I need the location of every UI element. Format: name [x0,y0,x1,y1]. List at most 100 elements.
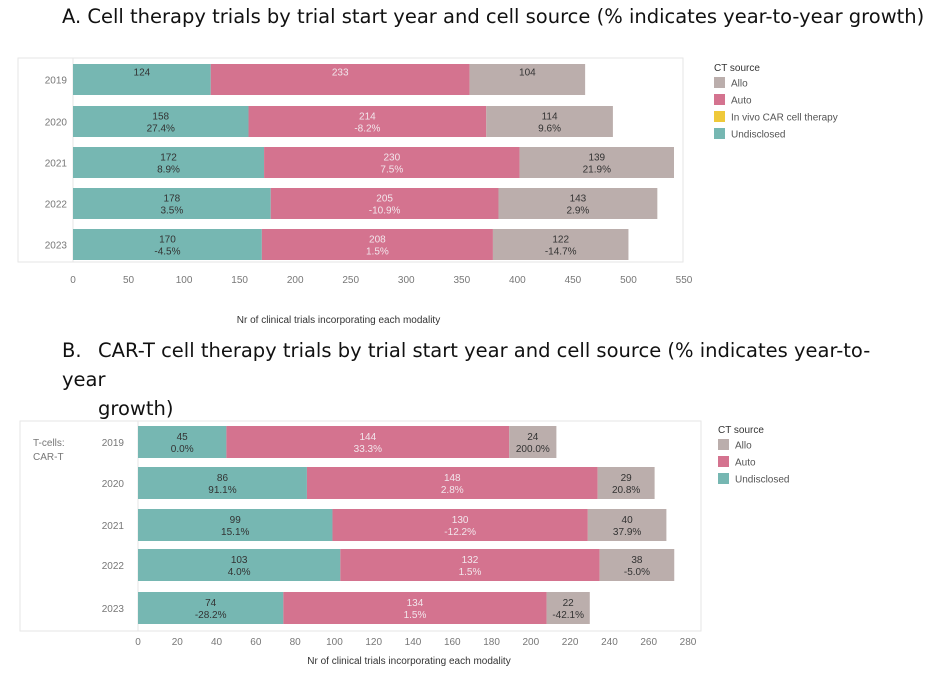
legend-label: Undisclosed [735,475,789,486]
x-tick-label: 150 [231,275,248,286]
legend-label: Auto [735,458,756,469]
bar-value-label: 170 [159,235,176,246]
x-tick-label: 350 [453,275,470,286]
bar-segment-auto [340,549,600,581]
x-tick-label: 40 [211,637,223,648]
bar-segment-undisclosed [73,188,271,219]
bar-segment-allo [492,229,629,260]
bar-value-label: 148 [444,473,461,484]
legend-swatch-allo [714,77,725,88]
year-label: 2020 [45,118,68,129]
bar-growth-label: 91.1% [208,485,236,496]
legend-title: CT source [714,63,760,74]
x-tick-label: 0 [135,637,141,648]
x-tick-label: 100 [176,275,193,286]
bar-growth-label: 3.5% [160,206,183,217]
x-tick-label: 180 [483,637,500,648]
bar-segment-auto [332,509,588,541]
plot-frame [19,420,702,632]
year-label: 2021 [102,521,125,532]
bar-segment-undisclosed [138,592,284,624]
x-tick-label: 100 [326,637,343,648]
bar-growth-label: 20.8% [612,485,640,496]
x-axis-title: Nr of clinical trials incorporating each… [307,656,510,667]
bar-segment-auto [248,106,487,137]
x-tick-label: 400 [509,275,526,286]
legend-label: Undisclosed [731,130,785,141]
x-tick-label: 50 [123,275,135,286]
bar-value-label: 45 [177,432,189,443]
bar-value-label: 158 [152,112,169,123]
bar-segment-allo [469,64,586,95]
bar-growth-label: 37.9% [613,527,641,538]
x-tick-label: 0 [70,275,76,286]
bar-segment-undisclosed [73,229,262,260]
year-label: 2023 [102,604,125,615]
bar-value-label: 144 [359,432,376,443]
bar-value-label: 130 [452,515,469,526]
bar-segment-allo [546,592,590,624]
bar-segment-auto [283,592,547,624]
x-tick-label: 20 [172,637,184,648]
year-label: 2021 [45,159,68,170]
bar-value-label: 230 [383,153,400,164]
bar-value-label: 29 [621,473,633,484]
x-tick-label: 250 [342,275,359,286]
year-label: 2019 [45,76,68,87]
year-label: 2023 [45,241,68,252]
bar-growth-label: 1.5% [459,567,482,578]
x-axis-title: Nr of clinical trials incorporating each… [237,315,440,326]
x-tick-label: 80 [290,637,302,648]
bar-segment-undisclosed [73,64,211,95]
bar-segment-allo [486,106,613,137]
bar-value-label: 103 [231,555,248,566]
bar-value-label: 172 [160,153,177,164]
legend-title: CT source [718,425,764,436]
plot-frame [17,57,684,263]
x-tick-label: 260 [640,637,657,648]
bar-growth-label: 1.5% [366,247,389,258]
bar-growth-label: 2.9% [567,206,590,217]
row-header-label: T-cells: [33,438,65,449]
bar-segment-undisclosed [138,509,333,541]
bar-growth-label: -12.2% [444,527,476,538]
bar-growth-label: 33.3% [354,444,382,455]
x-tick-label: 550 [676,275,693,286]
bar-value-label: 40 [622,515,634,526]
legend-swatch-undisclosed [718,473,729,484]
bar-value-label: 99 [230,515,242,526]
bar-growth-label: 4.0% [228,567,251,578]
x-tick-label: 160 [444,637,461,648]
bar-segment-auto [261,229,493,260]
bar-value-label: 124 [134,68,151,79]
chart-b-title-line2: growth) [98,397,174,420]
legend-label: Auto [731,96,752,107]
bar-segment-auto [210,64,470,95]
bar-value-label: 104 [519,68,536,79]
bar-growth-label: 7.5% [380,165,403,176]
chart-b-title-prefix: B. [62,339,82,362]
bar-value-label: 38 [631,555,643,566]
bar-growth-label: -4.5% [154,247,180,258]
bar-growth-label: -10.9% [369,206,401,217]
bar-segment-allo [599,549,675,581]
bar-segment-allo [498,188,658,219]
year-label: 2020 [102,479,125,490]
x-tick-label: 300 [398,275,415,286]
bar-growth-label: -14.7% [545,247,577,258]
bar-growth-label: -42.1% [552,610,584,621]
legend-swatch-in-vivo-car-cell-therapy [714,111,725,122]
bar-growth-label: 9.6% [538,124,561,135]
x-tick-label: 140 [405,637,422,648]
bar-value-label: 208 [369,235,386,246]
bar-growth-label: -5.0% [624,567,650,578]
chart-b-title-line1: CAR-T cell therapy trials by trial start… [62,339,871,391]
legend-label: In vivo CAR cell therapy [731,113,838,124]
legend-label: Allo [735,441,752,452]
bar-segment-auto [264,147,520,178]
year-label: 2019 [102,438,125,449]
x-tick-label: 450 [565,275,582,286]
bar-growth-label: 8.9% [157,165,180,176]
bar-segment-allo [587,509,667,541]
